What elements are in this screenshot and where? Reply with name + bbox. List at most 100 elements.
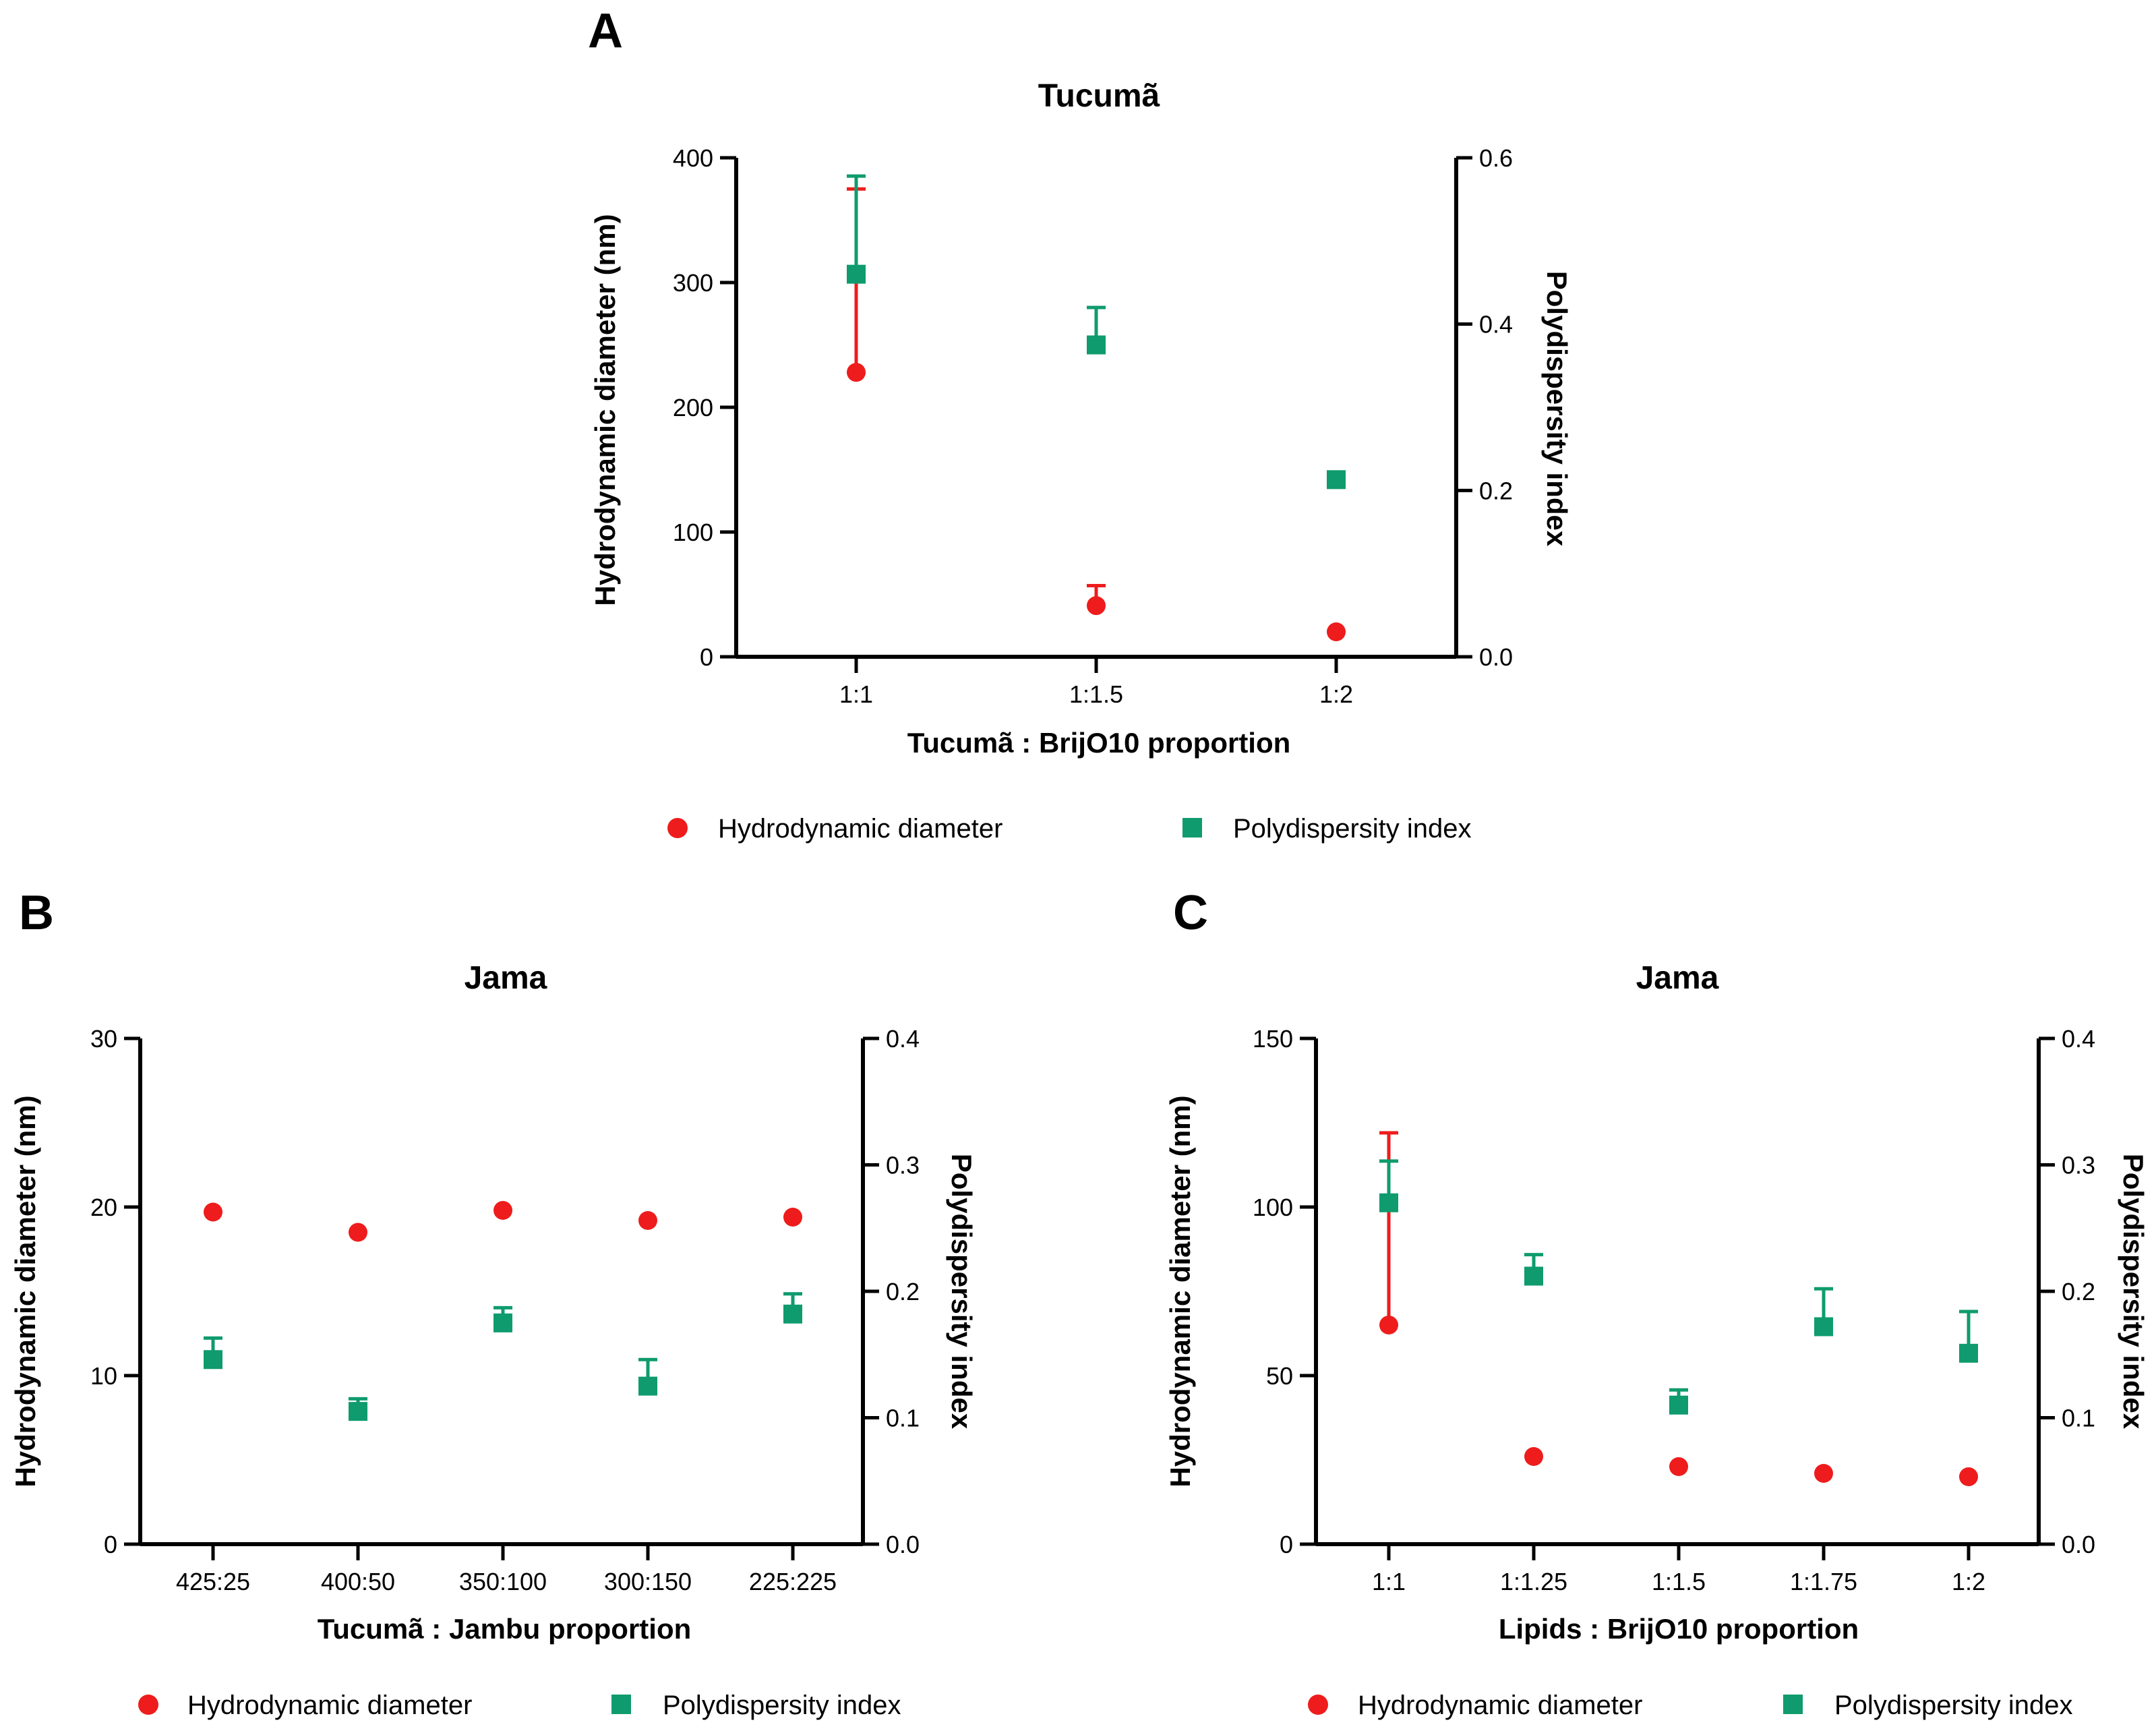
point-hydrodynamic-b (349, 1223, 367, 1242)
legend-label-polydispersity-b: Polydispersity index (663, 1690, 901, 1720)
legend-label-hydrodynamic-c: Hydrodynamic diameter (1358, 1690, 1642, 1720)
x-axis-label-a: Tucumã : BrijO10 proportion (907, 727, 1291, 759)
point-polydispersity-c (1814, 1317, 1833, 1336)
panel-letter-a: A (588, 4, 623, 58)
chart-title-a: Tucumã (1038, 78, 1160, 114)
point-polydispersity-c (1379, 1193, 1398, 1212)
point-polydispersity-a (1087, 335, 1106, 355)
point-hydrodynamic-a (1087, 596, 1106, 616)
y-tick-label-b: 30 (90, 1025, 117, 1053)
plot-area-b: 0 10 20 30 0.0 0.1 0.2 0.3 0.4 425:25 400:50 350:10… (90, 1025, 920, 1595)
point-polydispersity-c (1959, 1343, 1978, 1363)
x-tick-label-c: 1:1 (1372, 1568, 1406, 1595)
point-polydispersity-b (349, 1402, 367, 1421)
y2-tick-label-a: 0.2 (1479, 477, 1513, 504)
x-tick-label-c: 1:1.25 (1500, 1568, 1567, 1595)
legend-marker-polydispersity-c (1783, 1695, 1803, 1714)
x-tick-label-b: 425:25 (176, 1568, 250, 1595)
point-hydrodynamic-b (493, 1201, 512, 1220)
legend-label-hydrodynamic-b: Hydrodynamic diameter (187, 1690, 472, 1720)
legend-marker-polydispersity-a (1182, 818, 1202, 837)
y2-tick-label-c: 0.1 (2062, 1405, 2095, 1432)
y2-tick-label-b: 0.1 (886, 1405, 920, 1432)
y2-tick-label-a: 0.0 (1479, 643, 1513, 671)
y-axis-label-a: Hydrodynamic diameter (nm) (589, 214, 621, 606)
point-hydrodynamic-a (847, 363, 866, 382)
x-tick-label-c: 1:2 (1952, 1568, 1985, 1595)
point-hydrodynamic-b (204, 1202, 222, 1222)
legend-a: Hydrodynamic diameter Polydispersity ind… (667, 814, 1472, 844)
y2-axis-label-a: Polydispersity index (1541, 271, 1573, 547)
legend-c: Hydrodynamic diameter Polydispersity ind… (1308, 1690, 2073, 1720)
y2-tick-label-b: 0.3 (886, 1152, 920, 1179)
point-hydrodynamic-c (1959, 1467, 1978, 1486)
x-tick-label-a: 1:1.5 (1069, 680, 1123, 708)
legend-label-polydispersity-a: Polydispersity index (1233, 814, 1472, 844)
point-hydrodynamic-b (783, 1208, 802, 1227)
y2-tick-label-b: 0.0 (886, 1531, 920, 1558)
y2-tick-label-c: 0.0 (2062, 1531, 2095, 1558)
y2-tick-label-c: 0.4 (2062, 1025, 2095, 1053)
y2-axis-label-b: Polydispersity index (946, 1154, 978, 1430)
legend-label-hydrodynamic-a: Hydrodynamic diameter (718, 814, 1002, 844)
y-tick-label-c: 50 (1266, 1362, 1293, 1390)
legend-b: Hydrodynamic diameter Polydispersity ind… (138, 1690, 901, 1720)
y-tick-label-b: 20 (90, 1194, 117, 1221)
point-polydispersity-a (847, 264, 866, 284)
point-polydispersity-b (204, 1350, 222, 1370)
y-tick-label-a: 100 (673, 519, 713, 546)
x-axis-label-b: Tucumã : Jambu proportion (318, 1613, 692, 1645)
x-tick-label-c: 1:1.75 (1790, 1568, 1857, 1595)
point-polydispersity-b (493, 1313, 512, 1332)
x-tick-label-b: 225:225 (749, 1568, 837, 1595)
y-axis-label-b: Hydrodynamic diameter (nm) (9, 1095, 41, 1487)
x-tick-label-b: 300:150 (604, 1568, 692, 1595)
legend-marker-polydispersity-b (611, 1695, 631, 1714)
chart-title-b: Jama (465, 960, 547, 996)
y-tick-label-c: 150 (1253, 1025, 1293, 1053)
y-tick-label-a: 0 (700, 643, 713, 671)
point-hydrodynamic-c (1524, 1447, 1543, 1466)
x-axis-label-c: Lipids : BrijO10 proportion (1499, 1613, 1859, 1645)
point-polydispersity-c (1524, 1266, 1543, 1286)
plot-area-c: 0 50 100 150 0.0 0.1 0.2 0.3 0.4 1:1 1:1.25 1:1.5 1:… (1253, 1025, 2095, 1595)
panel-letter-c: C (1173, 886, 1208, 940)
x-tick-label-b: 400:50 (321, 1568, 395, 1595)
y2-tick-label-c: 0.3 (2062, 1152, 2095, 1179)
point-polydispersity-b (638, 1376, 657, 1396)
legend-marker-hydrodynamic-a (667, 818, 688, 838)
y2-tick-label-b: 0.4 (886, 1025, 920, 1053)
legend-marker-hydrodynamic-b (138, 1695, 158, 1715)
x-tick-label-a: 1:1 (839, 680, 873, 708)
y2-tick-label-a: 0.6 (1479, 144, 1513, 172)
y2-tick-label-c: 0.2 (2062, 1278, 2095, 1305)
chart-title-c: Jama (1636, 960, 1719, 996)
point-hydrodynamic-c (1379, 1316, 1398, 1334)
y2-tick-label-b: 0.2 (886, 1278, 920, 1305)
y2-tick-label-a: 0.4 (1479, 311, 1513, 339)
point-polydispersity-a (1327, 470, 1346, 490)
panel-b: B Jama Tucumã : Jambu proportion Hydrody… (9, 886, 978, 1720)
panel-letter-b: B (19, 886, 54, 940)
y-tick-label-a: 200 (673, 394, 713, 421)
y-tick-label-c: 0 (1280, 1531, 1293, 1558)
point-polydispersity-c (1669, 1395, 1688, 1415)
panel-c: C Jama Lipids : BrijO10 proportion Hydro… (1164, 886, 2149, 1720)
y-axis-label-c: Hydrodynamic diameter (nm) (1164, 1095, 1196, 1487)
y-tick-label-b: 0 (104, 1531, 117, 1558)
point-hydrodynamic-b (638, 1211, 657, 1230)
plot-area-a: 0 100 200 300 400 0.0 0.2 0.4 0.6 1:1 1:1.5 1:2 (673, 144, 1513, 708)
point-hydrodynamic-a (1327, 622, 1346, 641)
panel-a: A Tucumã Tucumã : BrijO10 proportion Hyd… (588, 4, 1573, 844)
y2-axis-label-c: Polydispersity index (2118, 1154, 2149, 1430)
x-tick-label-c: 1:1.5 (1652, 1568, 1706, 1595)
point-hydrodynamic-c (1669, 1457, 1688, 1476)
point-hydrodynamic-c (1814, 1464, 1833, 1483)
x-tick-label-b: 350:100 (459, 1568, 547, 1595)
y-tick-label-b: 10 (90, 1362, 117, 1390)
legend-marker-hydrodynamic-c (1308, 1695, 1328, 1715)
x-tick-label-a: 1:2 (1319, 680, 1353, 708)
y-tick-label-c: 100 (1253, 1194, 1293, 1221)
y-tick-label-a: 300 (673, 269, 713, 297)
